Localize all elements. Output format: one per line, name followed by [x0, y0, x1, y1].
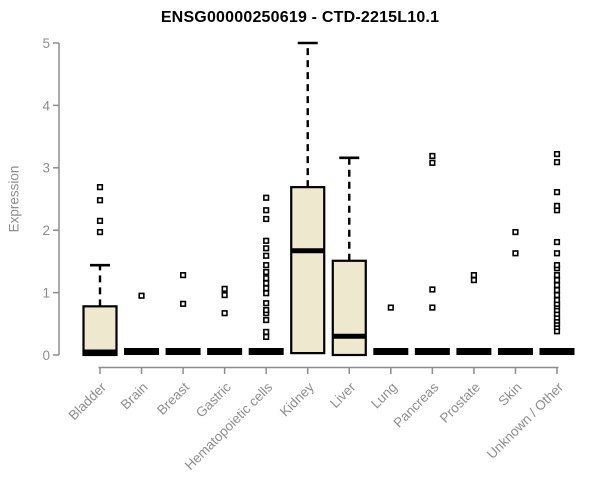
- y-tick-label: 0: [42, 348, 50, 363]
- x-tick-label: Gastric: [193, 379, 234, 420]
- outlier-point: [263, 268, 270, 276]
- y-tick-label: 3: [42, 161, 50, 176]
- zero-box: [248, 348, 284, 355]
- y-tick-label: 5: [42, 36, 50, 51]
- outlier-point: [263, 245, 270, 252]
- zero-box: [497, 348, 533, 355]
- outlier-point: [553, 262, 561, 269]
- outlier-point: [263, 194, 270, 201]
- x-tick-label: Liver: [327, 379, 359, 411]
- outlier-point: [263, 252, 270, 259]
- outlier-point: [96, 228, 104, 236]
- x-tick-label: Unknown / Other: [484, 379, 567, 462]
- x-tick-label: Breast: [154, 379, 192, 417]
- outlier-point: [263, 262, 270, 269]
- x-tick-label: Lung: [368, 380, 400, 412]
- outlier-point: [553, 150, 561, 158]
- outlier-point: [179, 272, 187, 279]
- zero-box: [373, 348, 409, 355]
- outlier-point: [553, 291, 561, 299]
- outlier-point: [263, 285, 270, 292]
- outlier-point: [553, 287, 561, 294]
- zero-box: [539, 348, 575, 355]
- outlier-point: [263, 207, 270, 214]
- outlier-point: [263, 275, 270, 282]
- x-tick-label: Skin: [495, 380, 524, 409]
- box: [290, 186, 326, 355]
- box: [331, 259, 367, 357]
- y-tick-label: 2: [42, 223, 50, 238]
- outlier-point: [553, 272, 561, 279]
- y-tick-label: 1: [42, 285, 50, 300]
- outlier-point: [263, 280, 270, 287]
- outlier-point: [553, 189, 561, 196]
- outlier-point: [387, 304, 394, 311]
- outlier-point: [553, 238, 561, 246]
- x-tick-label: Kidney: [277, 379, 317, 419]
- outlier-point: [470, 277, 478, 284]
- zero-box: [456, 348, 492, 355]
- x-tick-label: Pancreas: [391, 379, 442, 430]
- outlier-point: [263, 333, 270, 341]
- outlier-point: [470, 272, 478, 279]
- outlier-point: [138, 292, 145, 299]
- outlier-point: [263, 300, 270, 307]
- outlier-point: [263, 306, 270, 314]
- x-tick-label: Brain: [118, 380, 151, 413]
- outlier-point: [179, 300, 187, 307]
- outlier-point: [553, 277, 561, 284]
- zero-box: [124, 348, 160, 355]
- outlier-point: [263, 237, 270, 244]
- outlier-point: [553, 250, 561, 257]
- outlier-point: [221, 291, 228, 299]
- outlier-point: [96, 217, 104, 224]
- outlier-point: [553, 282, 561, 289]
- x-tick-label: Bladder: [66, 379, 110, 423]
- outlier-point: [221, 285, 228, 292]
- outlier-point: [221, 310, 228, 317]
- outlier-point: [263, 328, 270, 336]
- outlier-point: [512, 250, 519, 257]
- zero-box: [414, 348, 450, 355]
- box: [82, 305, 118, 357]
- outlier-point: [553, 159, 561, 166]
- outlier-point: [263, 316, 270, 324]
- outlier-point: [263, 290, 270, 297]
- outlier-point: [429, 286, 436, 293]
- outlier-point: [429, 304, 436, 311]
- outlier-point: [429, 159, 436, 166]
- y-axis-title: Expression: [6, 165, 22, 233]
- outlier-point: [263, 215, 270, 223]
- outlier-point: [96, 184, 104, 191]
- outlier-point: [512, 228, 519, 236]
- outlier-point: [429, 152, 436, 160]
- outlier-point: [553, 202, 561, 209]
- outlier-point: [96, 197, 104, 204]
- y-tick-label: 4: [42, 98, 50, 113]
- zero-box: [207, 348, 243, 355]
- zero-box: [165, 348, 201, 355]
- outlier-point: [553, 296, 561, 304]
- chart-title: ENSG00000250619 - CTD-2215L10.1: [160, 9, 440, 26]
- x-tick-label: Prostate: [437, 380, 483, 426]
